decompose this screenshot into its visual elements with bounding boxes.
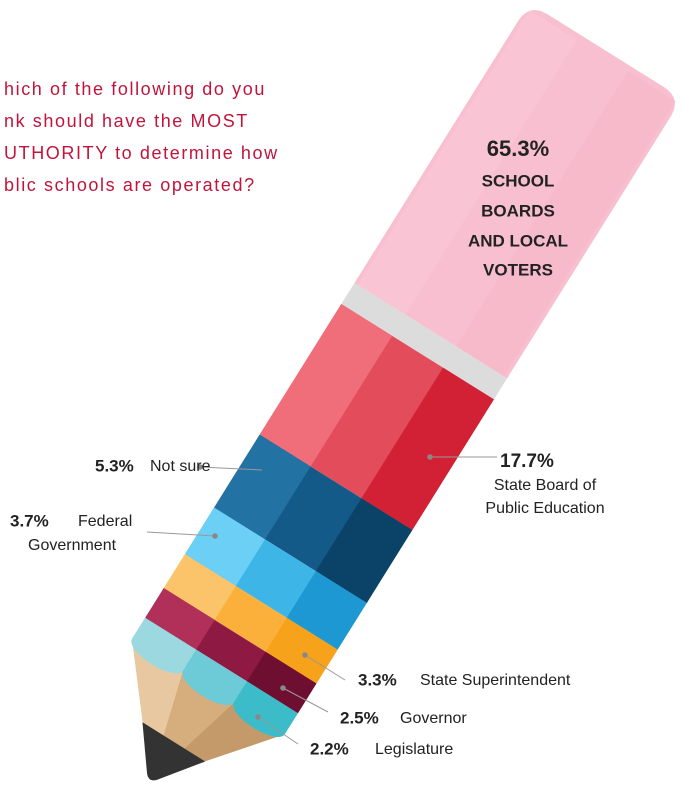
leader-line <box>257 716 299 745</box>
category-label: Government <box>28 537 117 554</box>
segment-shade <box>315 498 413 603</box>
category-label: State Superintendent <box>420 672 571 689</box>
category-label: Public Education <box>485 500 604 517</box>
pencil-lead <box>142 722 206 781</box>
leader-dot <box>255 714 261 720</box>
segment-shade <box>184 507 265 587</box>
title-line: UTHORITY to determine how <box>4 143 279 163</box>
value-label: 2.5% <box>340 708 379 727</box>
category-label: AND LOCAL <box>468 231 568 250</box>
category-label: State Board of <box>494 477 597 494</box>
category-label: Legislature <box>375 741 453 758</box>
scallop <box>131 636 184 674</box>
category-label: Not sure <box>150 458 211 475</box>
segment-shade <box>131 617 197 671</box>
leader-dot <box>197 464 203 470</box>
category-label: Federal <box>78 513 132 530</box>
leader-dot <box>302 652 308 658</box>
leader-line <box>304 654 346 681</box>
leader-line <box>146 531 216 537</box>
value-label: 5.3% <box>95 456 134 475</box>
pencil <box>131 10 676 781</box>
segment-shade <box>286 571 367 650</box>
title-line: blic schools are operated? <box>4 175 256 195</box>
leader-dot <box>212 533 218 539</box>
value-label: 2.2% <box>310 739 349 758</box>
segment-shade <box>357 10 578 315</box>
leader-line <box>282 687 329 713</box>
segment-shade <box>233 681 298 735</box>
leader-dot <box>427 454 433 460</box>
title-line: hich of the following do you <box>4 79 266 99</box>
leader-line <box>199 466 263 471</box>
leader-dot <box>280 685 286 691</box>
wood-left <box>131 639 183 780</box>
scallop <box>182 668 235 706</box>
segment-shade <box>163 554 236 620</box>
category-label: BOARDS <box>481 201 555 220</box>
ferrule-band <box>341 282 508 400</box>
category-label: SCHOOL <box>482 171 555 190</box>
segment-shade <box>145 588 215 650</box>
category-label: Governor <box>400 710 467 727</box>
value-label: 3.3% <box>358 670 397 689</box>
eraser <box>354 10 675 379</box>
category-label: VOTERS <box>483 260 553 279</box>
value-label: 17.7% <box>500 451 554 472</box>
title-line: nk should have the MOST <box>4 111 249 131</box>
segment-shade <box>259 304 393 467</box>
segment-shade <box>456 71 676 377</box>
value-label: 3.7% <box>10 511 49 530</box>
segment-shade <box>265 617 338 684</box>
segment-shade <box>361 367 494 531</box>
segment-shade <box>214 434 311 540</box>
segment-shade <box>246 651 317 714</box>
value-label: 65.3% <box>487 136 549 161</box>
